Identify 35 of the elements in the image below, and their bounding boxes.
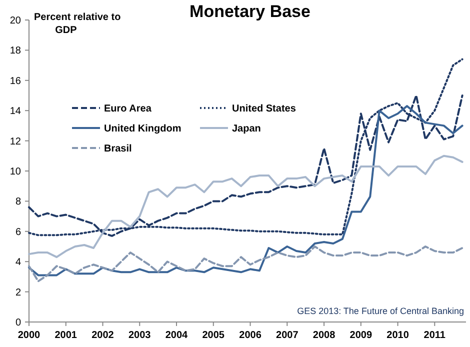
x-tick-label: 2001: [54, 330, 78, 341]
x-tick-label: 2006: [239, 330, 262, 341]
line-series: [28, 154, 464, 258]
y-tick-label: 0: [15, 318, 22, 328]
y-axis-title: Percent relative to GDP: [34, 12, 121, 36]
y-tick-label: 18: [10, 46, 22, 57]
legend-label: Japan: [232, 124, 261, 134]
y-tick-label: 2: [15, 287, 22, 298]
line-series: [28, 58, 464, 236]
x-tick-label: 2003: [128, 330, 152, 341]
x-tick-label: 2009: [350, 330, 372, 341]
y-tick-label: 12: [10, 136, 22, 148]
y-tick-label: 20: [10, 16, 22, 26]
chart-title: Monetary Base: [190, 2, 310, 21]
y-tick-label: 14: [10, 106, 22, 118]
x-tick-label: 2005: [202, 330, 225, 341]
legend-label: United Kingdom: [104, 124, 182, 134]
line-series: [28, 105, 464, 276]
y-tick-label: 4: [15, 257, 22, 268]
annotation: GES 2013: The Future of Central Banking: [297, 306, 464, 316]
line-series: [28, 246, 464, 282]
y-tick-label: 10: [10, 166, 22, 178]
y-tick-label: 8: [15, 196, 22, 208]
x-tick-label: 2008: [312, 330, 336, 341]
x-tick-label: 2002: [92, 330, 114, 341]
x-tick-label: 2007: [276, 330, 299, 341]
legend-label: United States: [232, 104, 296, 114]
legend-label: Euro Area: [104, 104, 152, 114]
y-tick-label: 16: [10, 76, 22, 87]
x-tick-label: 2004: [165, 330, 188, 341]
x-tick-label: 2010: [386, 330, 410, 341]
x-tick-label: 2000: [18, 330, 41, 341]
legend-label: Brasil: [104, 144, 132, 154]
x-tick-label: 2011: [424, 330, 446, 341]
y-tick-label: 6: [15, 226, 22, 238]
